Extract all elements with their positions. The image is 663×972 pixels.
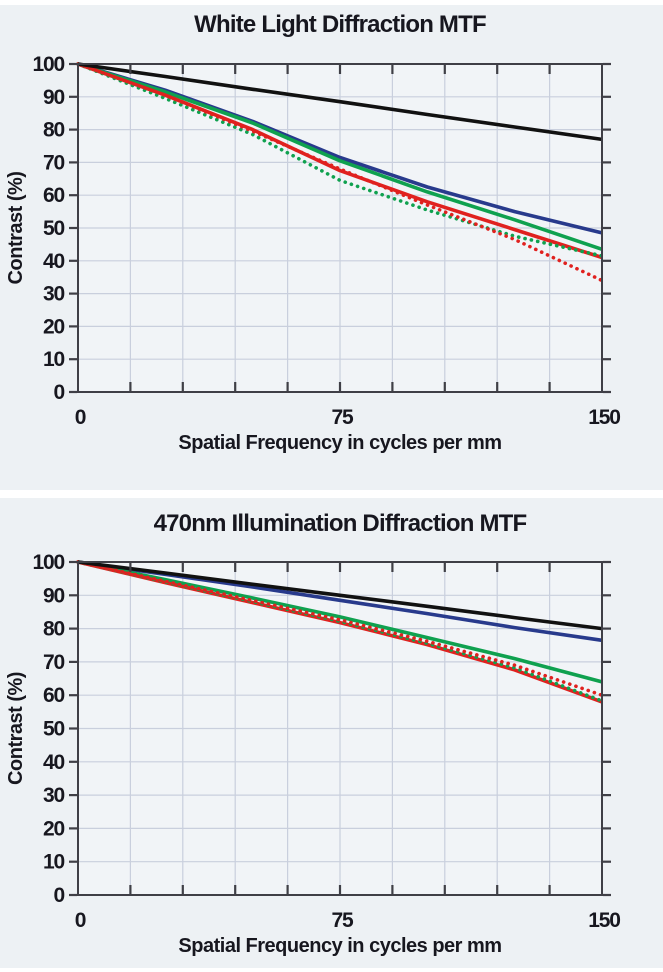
y-tick-label: 60 [43,684,64,707]
y-tick-label: 10 [43,348,64,371]
470nm-mtf-chart: 470nm Illumination Diffraction MTF 0 10 20 3… [5,510,622,957]
axis-frame [77,63,603,393]
x-tick-label: 150 [588,406,620,429]
y-tick-label: 50 [43,217,64,240]
y-tick-label: 70 [43,151,64,174]
y-tick-label: 80 [43,618,64,641]
y-tick-label: 0 [54,884,65,907]
y-tick-labels: 0 10 20 30 40 50 60 70 80 90 100 [33,551,66,907]
y-tick-labels: 0 10 20 30 40 50 60 70 80 90 100 [33,53,66,404]
series-lines [76,62,604,283]
y-axis-label: Contrast (%) [5,672,27,785]
chart-panel-470nm-mtf: 470nm Illumination Diffraction MTF 0 10 20 3… [0,498,663,968]
y-tick-label: 30 [43,283,64,306]
y-tick-label: 100 [33,551,65,574]
x-tick-label: 75 [332,406,354,429]
axis-ticks [69,62,611,394]
series-green-solid [77,560,603,684]
y-tick-label: 40 [43,250,64,273]
axis-ticks [69,560,611,897]
x-tick-label: 150 [588,909,620,932]
series-lines [76,560,604,704]
x-tick-label: 0 [75,909,86,932]
x-axis-label: Spatial Frequency in cycles per mm [178,935,501,957]
x-axis-label: Spatial Frequency in cycles per mm [178,432,501,454]
y-tick-label: 20 [43,817,64,840]
series-green-solid [77,62,603,252]
y-tick-label: 100 [33,53,65,76]
chart-title: 470nm Illumination Diffraction MTF [154,510,527,537]
y-tick-label: 30 [43,784,64,807]
y-tick-label: 70 [43,651,64,674]
y-tick-label: 90 [43,86,64,109]
y-tick-label: 80 [43,119,64,142]
series-red-dotted [76,62,604,283]
series-green-dotted [76,62,604,258]
y-axis-label: Contrast (%) [5,172,27,285]
axis-frame [77,561,603,896]
series-diffraction-limit-black [77,62,603,142]
y-tick-label: 40 [43,751,64,774]
series-red-dotted [76,560,604,697]
y-tick-label: 90 [43,584,64,607]
y-tick-label: 20 [43,315,64,338]
y-tick-label: 0 [54,381,65,404]
x-tick-label: 0 [75,406,86,429]
chart-title: White Light Diffraction MTF [194,11,486,38]
white-light-mtf-chart: White Light Diffraction MTF 0 10 20 30 40 50 60… [5,11,622,454]
x-tick-labels: 0 75 150 [75,909,622,932]
y-tick-label: 60 [43,184,64,207]
chart-panel-white-light-mtf: White Light Diffraction MTF 0 10 20 30 40 50 60… [0,5,663,490]
x-tick-label: 75 [332,909,354,932]
series-diffraction-limit-black [77,560,603,631]
y-tick-label: 50 [43,718,64,741]
x-tick-labels: 0 75 150 [75,406,622,429]
y-tick-label: 10 [43,851,64,874]
